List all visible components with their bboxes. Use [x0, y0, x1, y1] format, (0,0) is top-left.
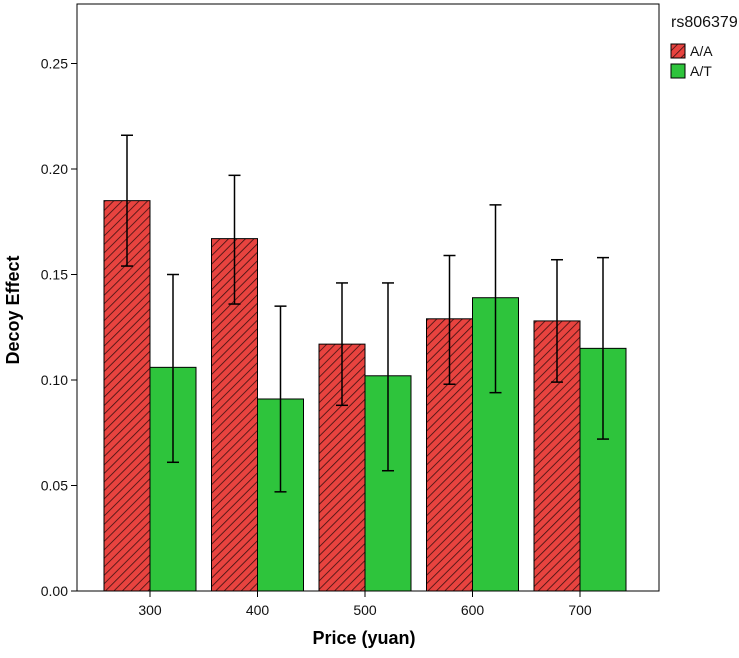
legend-swatch-a-t [670, 63, 686, 79]
error-bar-a-a-300 [121, 134, 133, 267]
legend-label-a-t: A/T [690, 63, 712, 79]
x-tick-label: 700 [568, 602, 592, 618]
x-axis: 300 400 500 600 700 [138, 591, 592, 618]
error-bar-a-a-400 [228, 174, 241, 305]
y-tick-label: 0.10 [41, 372, 68, 388]
y-tick-label: 0.15 [41, 267, 68, 283]
error-bar-a-t-400 [274, 305, 287, 493]
error-bar-a-t-600 [489, 204, 502, 394]
bar-a-a-500 [318, 343, 366, 592]
x-tick-label: 600 [461, 602, 485, 618]
y-axis: 0.00 0.05 0.10 0.15 0.20 0.25 [41, 56, 77, 599]
x-tick-label: 400 [246, 602, 270, 618]
x-axis-title: Price (yuan) [312, 628, 415, 648]
error-bars-group [121, 134, 609, 493]
error-bar-a-t-500 [382, 282, 394, 472]
x-tick-label: 300 [138, 602, 162, 618]
error-bar-a-t-700 [597, 256, 609, 440]
legend-label-a-a: A/A [690, 43, 713, 59]
y-tick-label: 0.05 [41, 478, 68, 494]
error-bar-a-a-500 [336, 282, 348, 407]
error-bar-a-a-600 [443, 254, 456, 385]
legend-title: rs806379 [671, 14, 738, 31]
legend: rs806379 A/A A/T [670, 14, 738, 79]
error-bar-a-a-700 [551, 258, 563, 383]
legend-swatch-a-a [670, 43, 686, 59]
y-axis-title: Decoy Effect [3, 255, 23, 364]
x-tick-label: 500 [353, 602, 377, 618]
error-bar-a-t-300 [167, 273, 179, 464]
y-tick-label: 0.25 [41, 56, 68, 72]
y-tick-label: 0.00 [41, 583, 68, 599]
y-tick-label: 0.20 [41, 161, 68, 177]
bars-group [103, 200, 627, 592]
